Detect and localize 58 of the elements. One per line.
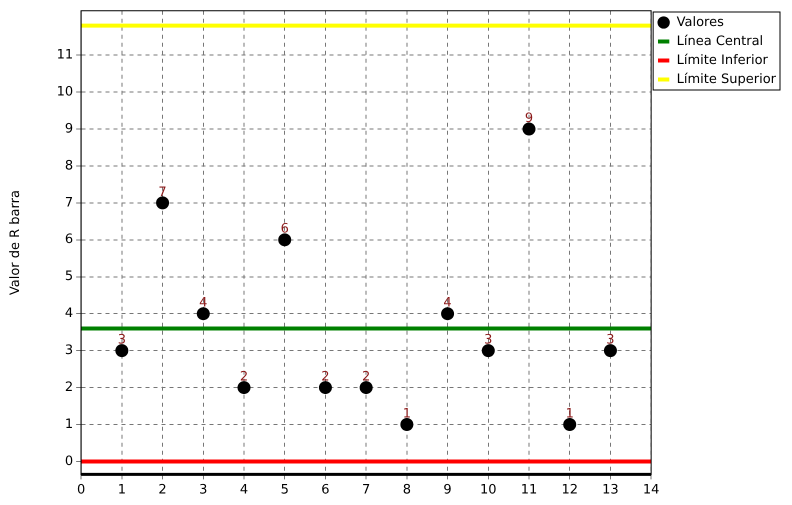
legend-label: Límite Superior <box>676 72 777 87</box>
y-tick-label: 9 <box>64 121 74 136</box>
y-tick-label: 3 <box>64 343 74 358</box>
x-tick-label: 10 <box>480 482 497 498</box>
point <box>196 307 210 320</box>
x-tick-label: 3 <box>199 482 208 498</box>
data-label: 3 <box>118 332 126 348</box>
x-tick-label: 0 <box>77 482 86 498</box>
x-tick-label: 9 <box>443 482 452 498</box>
y-tick-label: 5 <box>64 269 74 284</box>
x-tick-label: 5 <box>280 482 289 498</box>
point <box>563 418 576 432</box>
data-label: 1 <box>402 406 411 422</box>
data-label: 2 <box>321 369 330 384</box>
data-label: 2 <box>240 369 248 384</box>
point <box>360 381 373 394</box>
legend-label: Límite Inferior <box>676 52 769 68</box>
x-tick-label: 8 <box>402 482 411 498</box>
point <box>115 344 128 358</box>
data-label: 9 <box>524 110 534 126</box>
x-tick-label: 1 <box>118 482 126 498</box>
point <box>522 122 536 136</box>
x-tick-label: 14 <box>642 482 660 498</box>
data-label: 7 <box>158 184 167 200</box>
data-label: 4 <box>199 296 208 311</box>
data-label: 1 <box>566 406 574 422</box>
y-tick-label: 1 <box>64 416 74 432</box>
y-tick-label: 8 <box>64 158 74 174</box>
point <box>400 418 414 432</box>
data-label: 3 <box>606 332 615 348</box>
x-tick-label: 11 <box>520 482 538 498</box>
y-axis-title: Valor de R barra <box>8 190 24 296</box>
y-tick-label: 10 <box>56 84 74 100</box>
data-label: 3 <box>484 332 492 348</box>
point <box>278 233 292 246</box>
point <box>156 196 170 210</box>
legend-label: Línea Central <box>676 34 764 49</box>
x-tick-label: 6 <box>321 482 330 498</box>
point <box>482 344 495 358</box>
y-tick-label: 4 <box>64 306 74 322</box>
point <box>441 307 454 320</box>
y-tick-label: 7 <box>64 195 74 210</box>
x-tick-label: 13 <box>602 482 619 498</box>
y-tick-label: 2 <box>64 380 74 395</box>
y-tick-label: 11 <box>56 48 74 63</box>
y-tick-label: 6 <box>64 232 74 248</box>
x-tick-label: 2 <box>158 482 167 498</box>
data-label: 6 <box>280 222 289 237</box>
legend-label: Valores <box>676 14 724 30</box>
point <box>604 344 617 358</box>
point <box>318 381 332 394</box>
y-tick-label: 0 <box>64 454 74 469</box>
data-label: 2 <box>362 369 370 384</box>
data-label: 4 <box>443 296 452 311</box>
x-tick-label: 4 <box>240 482 248 498</box>
point <box>238 381 250 394</box>
x-tick-label: 12 <box>561 482 578 498</box>
x-tick-label: 7 <box>362 482 370 498</box>
